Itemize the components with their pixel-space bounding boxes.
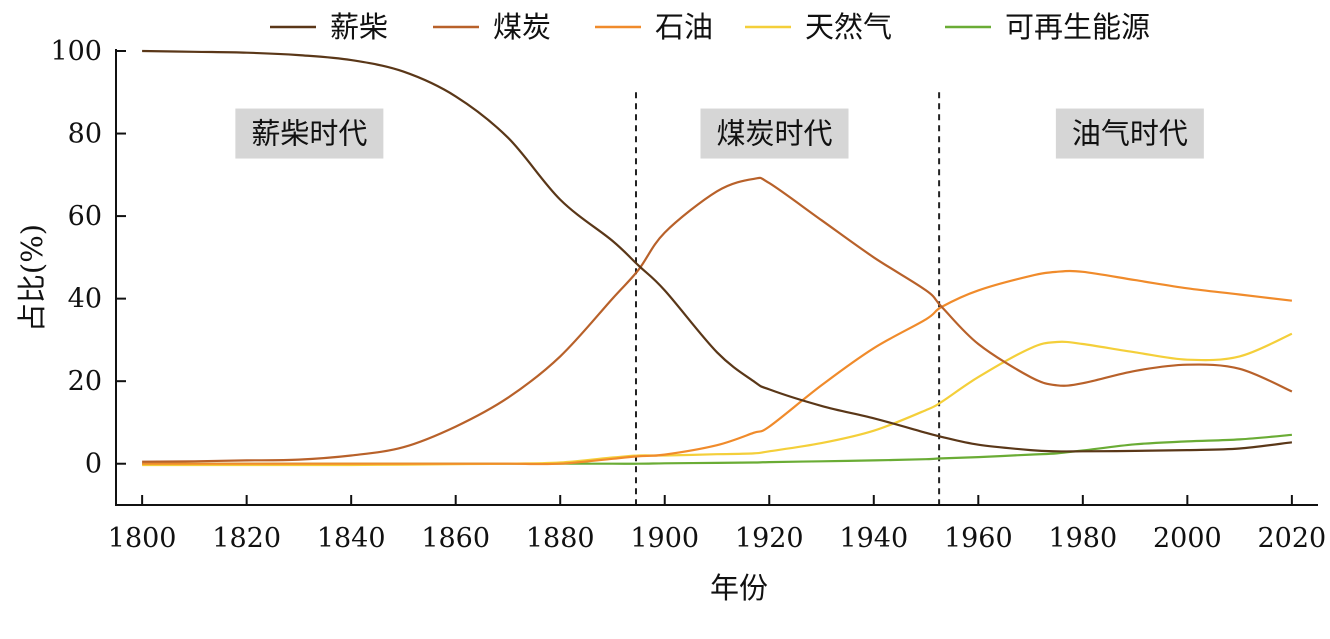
- x-tick-label: 2020: [1258, 523, 1327, 554]
- y-tick-label: 40: [68, 284, 102, 315]
- x-tick-label: 1800: [108, 523, 177, 554]
- era-label: 油气时代: [1072, 117, 1188, 151]
- legend-label: 天然气: [805, 10, 892, 44]
- series-lines: [142, 49, 1293, 467]
- era-annotations: 薪柴时代 煤炭时代 油气时代: [235, 108, 1204, 159]
- x-tick-label: 1900: [630, 523, 699, 554]
- axes: 0 20 40 60 80 100 1800 1820 1840 1860 1880 1900 192…: [50, 36, 1326, 554]
- legend: 薪柴 煤炭 石油 天然气 可再生能源: [270, 10, 1150, 44]
- x-tick-label: 1920: [735, 523, 804, 554]
- x-tick-label: 1940: [839, 523, 908, 554]
- x-tick-label: 1840: [317, 523, 386, 554]
- x-tick-label: 1860: [421, 523, 490, 554]
- y-tick-label: 80: [68, 119, 102, 150]
- y-axis-ticks: 0 20 40 60 80 100: [50, 36, 126, 480]
- x-tick-label: 2000: [1153, 523, 1222, 554]
- legend-label: 薪柴: [330, 10, 388, 44]
- era-label: 煤炭时代: [716, 117, 832, 151]
- y-tick-label: 20: [68, 366, 102, 397]
- y-tick-label: 100: [50, 36, 102, 67]
- era-label-box: [235, 108, 384, 159]
- era-label: 薪柴时代: [251, 117, 367, 151]
- x-axis-label: 年份: [710, 571, 768, 605]
- legend-label: 石油: [655, 10, 713, 44]
- series-line-1: [142, 49, 1293, 453]
- y-tick-label: 60: [68, 201, 102, 232]
- era-label-box: [700, 108, 849, 159]
- series-line-2: [142, 176, 1293, 463]
- series-line-3: [142, 269, 1293, 466]
- era-label-box: [1055, 108, 1204, 159]
- x-tick-label: 1880: [526, 523, 595, 554]
- x-tick-label: 1820: [212, 523, 281, 554]
- x-tick-label: 1960: [944, 523, 1013, 554]
- x-tick-label: 1980: [1048, 523, 1117, 554]
- x-axis-ticks: 1800 1820 1840 1860 1880 1900 1920 1940 1960 1980…: [108, 495, 1326, 554]
- y-tick-label: 0: [85, 449, 102, 480]
- legend-label: 可再生能源: [1005, 10, 1150, 44]
- y-axis-label: 占比(%): [15, 224, 49, 332]
- legend-label: 煤炭: [493, 10, 551, 44]
- series-line-4: [142, 332, 1293, 467]
